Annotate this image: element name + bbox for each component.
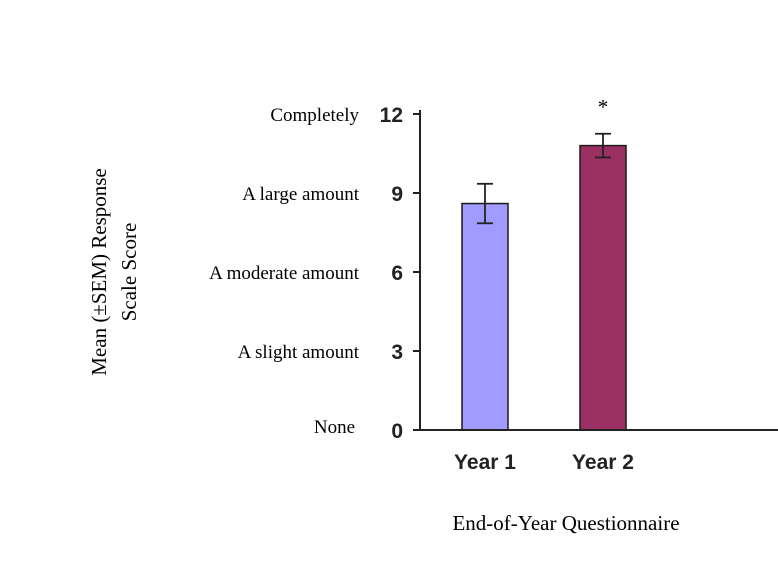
y-axis-label: Mean (±SEM) Response Scale Score xyxy=(87,168,141,376)
scale-label: A moderate amount xyxy=(209,263,360,284)
x-tick-label: Year 2 xyxy=(572,451,634,474)
bars: * xyxy=(461,95,627,431)
y-tick-label: 0 xyxy=(391,420,403,443)
axes xyxy=(419,110,778,431)
scale-label: None xyxy=(314,417,355,438)
y-axis-ticks: 0 3 6 9 12 xyxy=(380,104,420,443)
significance-asterisk: * xyxy=(598,95,609,119)
scale-label: A slight amount xyxy=(238,342,360,363)
scale-label: A large amount xyxy=(242,184,360,205)
x-axis-ticks: Year 1 Year 2 xyxy=(454,451,634,474)
scale-label: Completely xyxy=(270,105,359,126)
y-tick-label: 3 xyxy=(391,341,403,364)
x-tick-label: Year 1 xyxy=(454,451,516,474)
y-axis-label-line-1: Mean (±SEM) Response xyxy=(87,168,111,376)
y-axis-label-line-2: Scale Score xyxy=(117,223,141,322)
y-tick-label: 9 xyxy=(391,183,403,206)
response-scale-labels: None A slight amount A moderate amount A la… xyxy=(209,105,360,438)
bar-year-1 xyxy=(461,202,509,431)
x-axis-label: End-of-Year Questionnaire xyxy=(452,511,679,535)
bar-year-2 xyxy=(579,144,627,431)
y-tick-label: 6 xyxy=(391,262,403,285)
y-tick-label: 12 xyxy=(380,104,403,127)
